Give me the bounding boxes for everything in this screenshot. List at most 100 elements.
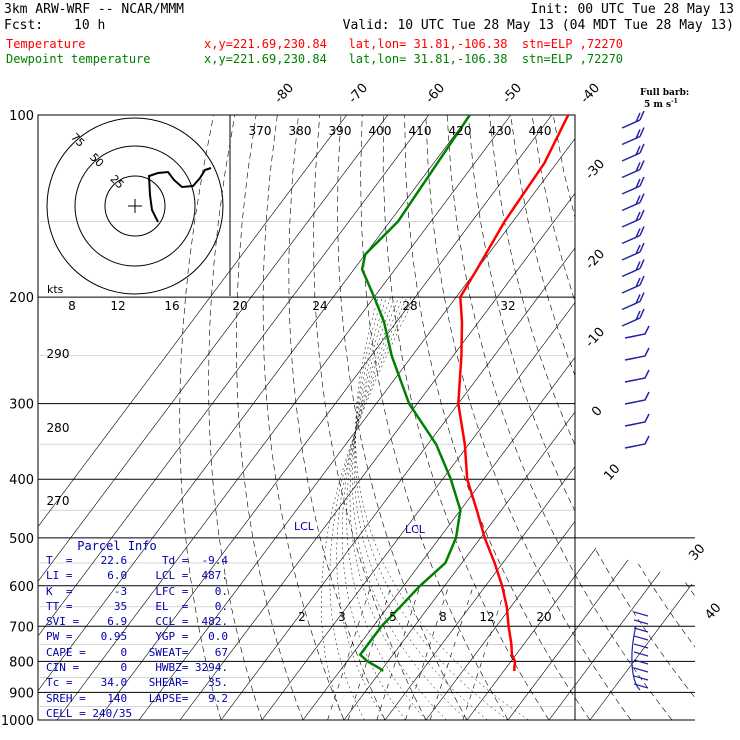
- parcel-info-cell: 34.0: [100, 676, 128, 690]
- dry-adiabat: [360, 115, 509, 720]
- theta-left-label: 290: [47, 347, 70, 361]
- isotherm-line: [425, 115, 695, 720]
- parcel-info-cell: 6.0: [107, 569, 128, 583]
- wind-barb-flag: [635, 176, 645, 189]
- isotherm-label: -60: [423, 81, 448, 107]
- wind-barb: [624, 369, 650, 383]
- wind-speed-label: 24: [312, 299, 327, 313]
- wind-barb-low: [633, 651, 649, 657]
- isotherm-line: [384, 115, 695, 720]
- pressure-label: 1000: [1, 714, 34, 729]
- wind-barb-flag: [635, 259, 645, 271]
- dry-adiabat: [288, 115, 386, 720]
- wind-barb-low: [633, 627, 649, 633]
- dry-adiabat: [489, 115, 695, 720]
- wind-barb: [621, 135, 641, 146]
- wind-barb-flag: [635, 226, 645, 238]
- dry-adiabat: [382, 115, 550, 720]
- theta-label: 370: [249, 124, 272, 138]
- parcel-info-cell: SREH =: [46, 691, 86, 705]
- hodograph-ring: [46, 117, 224, 295]
- parcel-info-cell: 140: [107, 691, 128, 705]
- wind-barb: [621, 251, 641, 261]
- parcel-info-cell: 0: [120, 645, 128, 659]
- parcel-info-cell: K =: [46, 584, 73, 598]
- wind-barb: [624, 413, 650, 427]
- wind-barb: [624, 325, 650, 339]
- wind-barb-flag: [635, 143, 645, 156]
- isotherm-label: 40: [702, 600, 724, 622]
- moist-adiabat: [349, 297, 447, 720]
- wind-barb-flag: [635, 242, 645, 255]
- parcel-info-cell: SVI =: [46, 615, 80, 629]
- dry-adiabat: [637, 115, 695, 720]
- parcel-info-row: T = 22.6 Td = -9.4: [46, 553, 228, 568]
- wind-barb: [624, 435, 650, 449]
- parcel-info-cell: 0.95: [100, 630, 128, 644]
- theta-label: 420: [449, 124, 472, 138]
- parcel-info-row: LI = 6.0 LCL = 487.: [46, 568, 228, 583]
- dry-adiabat: [313, 115, 427, 720]
- parcel-info-cell: 487.: [201, 569, 229, 583]
- isotherm-label: -10: [583, 325, 608, 351]
- wind-barb-flag: [635, 127, 645, 139]
- wind-barb-flag: [635, 292, 645, 304]
- pressure-label: 900: [9, 686, 34, 701]
- wind-barb: [624, 391, 650, 405]
- dry-adiabat: [262, 115, 345, 720]
- theta-left-label: 280: [47, 421, 70, 435]
- mixing-ratio-line: [347, 585, 392, 720]
- isotherm-line: [38, 115, 388, 720]
- init-time: Init: 00 UTC Tue 28 May 13: [530, 2, 735, 17]
- theta-label: 380: [289, 124, 312, 138]
- parcel-info-cell: TT =: [46, 599, 73, 613]
- parcel-info-cell: SWEAT=: [148, 645, 189, 659]
- parcel-info-row: PW = 0.95 YGP = 0.0: [46, 629, 228, 644]
- isotherm-label: -80: [272, 81, 297, 107]
- parcel-info-cell: 22.6: [100, 554, 128, 567]
- wind-barb: [621, 152, 641, 162]
- isotherm-label: 0: [589, 404, 606, 420]
- mixing-ratio-line: [462, 585, 507, 720]
- theta-label: 430: [489, 124, 512, 138]
- pressure-label: 800: [9, 655, 34, 670]
- moist-adiabat: [352, 297, 468, 720]
- pressure-label: 700: [9, 620, 34, 635]
- wind-barb-staff: [631, 625, 641, 691]
- isotherm-line: [220, 115, 675, 720]
- pressure-label: 300: [9, 398, 34, 413]
- isotherm-line: [38, 115, 470, 720]
- parcel-info-cell: HWBZ=: [155, 661, 189, 675]
- moist-adiabat: [353, 297, 488, 720]
- parcel-info-cell: 482.: [201, 615, 229, 629]
- parcel-info-cell: 0: [120, 661, 128, 675]
- pressure-label: 600: [9, 580, 34, 595]
- parcel-info-cell: LCL =: [155, 569, 189, 583]
- parcel-info-cell: 67: [214, 645, 228, 659]
- parcel-info-cell: 35: [113, 599, 128, 613]
- dry-adiabat: [510, 115, 695, 720]
- mixing-ratio-line: [405, 585, 450, 720]
- hodograph-ring: [74, 145, 196, 267]
- mixing-ratio-label: 20: [536, 610, 551, 624]
- parcel-info-title: Parcel Info: [77, 539, 157, 553]
- temperature-profile: [457, 114, 570, 672]
- parcel-info-cell: LFC =: [155, 584, 189, 598]
- wind-barb-flag: [635, 308, 645, 321]
- dewpoint-location: x,y=221.69,230.84 lat,lon= 31.81,-106.38…: [204, 52, 624, 66]
- wind-barb: [621, 284, 641, 294]
- mixing-ratio-label: 3: [338, 610, 346, 624]
- isotherm-line: [548, 115, 695, 720]
- isotherm-label: 10: [601, 461, 623, 483]
- wind-barb-low: [633, 619, 649, 625]
- theta-label: 400: [369, 124, 392, 138]
- isotherm-line: [38, 115, 429, 720]
- parcel-info-cell: PW =: [46, 630, 73, 644]
- parcel-info-row: CAPE = 0 SWEAT= 67: [46, 645, 228, 660]
- parcel-info-cell: 0.: [214, 599, 228, 613]
- isotherm-line: [179, 115, 634, 720]
- wind-barb: [621, 267, 641, 278]
- parcel-info-cell: -3: [113, 584, 128, 598]
